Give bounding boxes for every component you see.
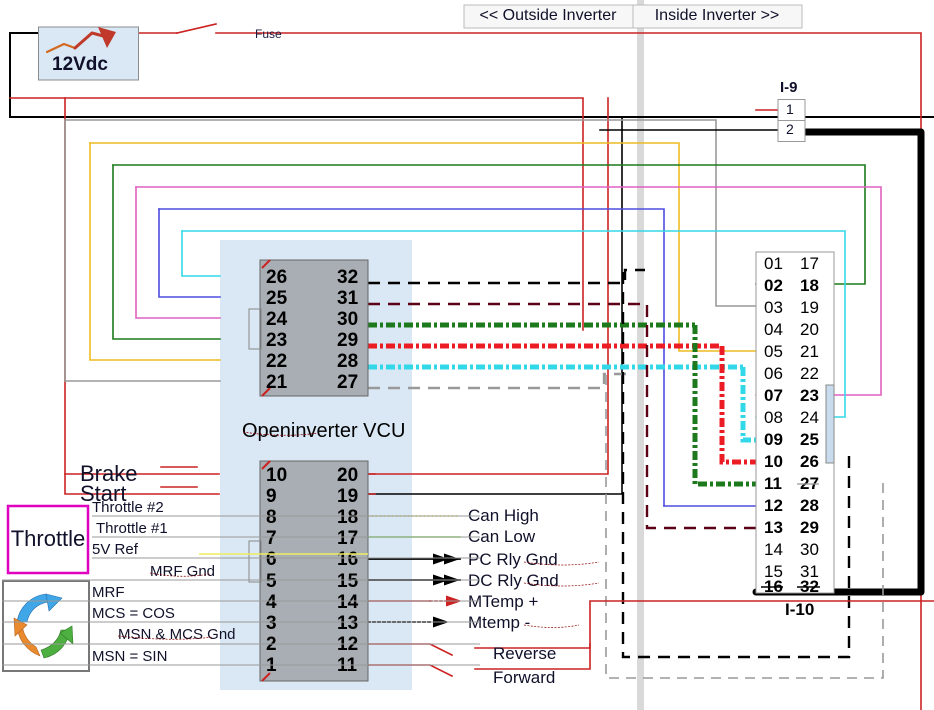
svg-text:22: 22: [800, 364, 819, 383]
svg-text:Throttle #2: Throttle #2: [92, 499, 164, 516]
svg-text:29: 29: [337, 330, 358, 351]
svg-text:05: 05: [764, 342, 783, 361]
svg-text:MRF Gnd: MRF Gnd: [150, 563, 215, 580]
svg-text:16: 16: [337, 549, 358, 570]
svg-text:MCS = COS: MCS = COS: [92, 605, 175, 622]
svg-text:3: 3: [266, 613, 277, 634]
svg-text:13: 13: [764, 518, 783, 537]
svg-text:12: 12: [764, 496, 783, 515]
svg-text:08: 08: [764, 408, 783, 427]
svg-text:5: 5: [266, 571, 277, 592]
svg-text:25: 25: [800, 430, 819, 449]
svg-text:<< Outside Inverter: << Outside Inverter: [480, 7, 618, 24]
svg-text:19: 19: [337, 486, 358, 507]
svg-text:20: 20: [337, 465, 358, 486]
svg-text:14: 14: [764, 540, 783, 559]
svg-text:6: 6: [266, 549, 277, 570]
svg-text:I-9: I-9: [780, 79, 798, 96]
svg-text:06: 06: [764, 364, 783, 383]
svg-text:Inside Inverter >>: Inside Inverter >>: [655, 7, 780, 24]
svg-text:24: 24: [800, 408, 819, 427]
svg-text:19: 19: [800, 298, 819, 317]
svg-text:23: 23: [800, 386, 819, 405]
svg-text:26: 26: [800, 452, 819, 471]
svg-text:Openinverter VCU: Openinverter VCU: [242, 420, 405, 442]
svg-text:2: 2: [786, 121, 794, 137]
svg-text:9: 9: [266, 486, 277, 507]
svg-text:PC Rly Gnd: PC Rly Gnd: [468, 550, 558, 569]
svg-text:03: 03: [764, 298, 783, 317]
svg-text:29: 29: [800, 518, 819, 537]
svg-text:26: 26: [266, 267, 287, 288]
svg-text:09: 09: [764, 430, 783, 449]
svg-text:MRF: MRF: [92, 584, 125, 601]
svg-text:28: 28: [800, 496, 819, 515]
svg-text:25: 25: [266, 288, 288, 309]
svg-text:12Vdc: 12Vdc: [52, 54, 108, 75]
svg-text:Fuse: Fuse: [255, 27, 282, 41]
svg-text:10: 10: [764, 452, 783, 471]
svg-text:20: 20: [800, 320, 819, 339]
svg-text:4: 4: [266, 592, 277, 613]
svg-text:18: 18: [800, 276, 819, 295]
svg-text:DC Rly Gnd: DC Rly Gnd: [468, 571, 559, 590]
svg-text:24: 24: [266, 309, 288, 330]
svg-text:32: 32: [337, 267, 358, 288]
svg-text:8: 8: [266, 507, 277, 528]
svg-text:Throttle: Throttle: [11, 526, 86, 551]
svg-text:15: 15: [337, 571, 359, 592]
svg-text:01: 01: [764, 254, 783, 273]
svg-text:11: 11: [764, 474, 782, 493]
svg-text:30: 30: [800, 540, 819, 559]
svg-text:5V Ref: 5V Ref: [92, 541, 139, 558]
svg-text:31: 31: [337, 288, 359, 309]
svg-text:30: 30: [337, 309, 358, 330]
svg-text:7: 7: [266, 528, 277, 549]
svg-text:27: 27: [337, 372, 358, 393]
svg-text:22: 22: [266, 351, 287, 372]
svg-text:Reverse: Reverse: [493, 644, 556, 663]
svg-text:13: 13: [337, 613, 358, 634]
svg-text:07: 07: [764, 386, 783, 405]
svg-text:Throttle #1: Throttle #1: [96, 520, 168, 537]
svg-text:21: 21: [800, 342, 819, 361]
svg-text:23: 23: [266, 330, 287, 351]
svg-text:04: 04: [764, 320, 783, 339]
svg-text:MSN = SIN: MSN = SIN: [92, 648, 167, 665]
svg-text:MSN & MCS Gnd: MSN & MCS Gnd: [118, 626, 236, 643]
svg-text:1: 1: [786, 101, 794, 117]
svg-text:18: 18: [337, 507, 358, 528]
svg-text:14: 14: [337, 592, 359, 613]
svg-text:28: 28: [337, 351, 358, 372]
svg-text:17: 17: [800, 254, 819, 273]
svg-text:02: 02: [764, 276, 783, 295]
svg-text:I-10: I-10: [785, 600, 814, 619]
svg-text:10: 10: [266, 465, 287, 486]
svg-text:17: 17: [337, 528, 358, 549]
svg-text:Forward: Forward: [493, 668, 555, 687]
svg-text:21: 21: [266, 372, 288, 393]
